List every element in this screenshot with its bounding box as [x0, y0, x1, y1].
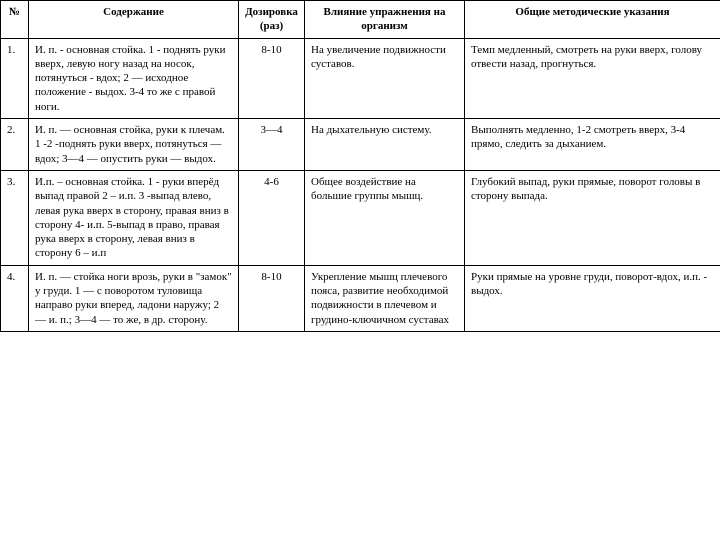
- exercise-table: № Содержание Дозировка (раз) Влияние упр…: [0, 0, 720, 332]
- table-row: 3. И.п. – основная стойка. 1 - руки впер…: [1, 170, 720, 265]
- table-row: 1. И. п. - основная стойка. 1 - поднять …: [1, 38, 720, 118]
- header-guide: Общие методические указания: [465, 1, 720, 39]
- header-dose: Дозировка (раз): [239, 1, 305, 39]
- cell-dose: 3—4: [239, 119, 305, 171]
- header-effect: Влияние упражнения на организм: [305, 1, 465, 39]
- cell-dose: 4-6: [239, 170, 305, 265]
- cell-guide: Руки прямые на уровне груди, поворот-вдо…: [465, 265, 720, 331]
- cell-guide: Выполнять медленно, 1-2 смотреть вверх, …: [465, 119, 720, 171]
- cell-num: 4.: [1, 265, 29, 331]
- cell-effect: Укрепление мышц плечевого пояса, развити…: [305, 265, 465, 331]
- table-row: 2. И. п. — основная стойка, руки к плеча…: [1, 119, 720, 171]
- cell-dose: 8-10: [239, 265, 305, 331]
- header-row: № Содержание Дозировка (раз) Влияние упр…: [1, 1, 720, 39]
- cell-content: И. п. — стойка ноги врозь, руки в "замок…: [29, 265, 239, 331]
- cell-content: И. п. — основная стойка, руки к плечам. …: [29, 119, 239, 171]
- cell-effect: Общее воздействие на большие группы мышц…: [305, 170, 465, 265]
- cell-num: 1.: [1, 38, 29, 118]
- cell-dose: 8-10: [239, 38, 305, 118]
- cell-guide: Темп медленный, смотреть на руки вверх, …: [465, 38, 720, 118]
- cell-content: И.п. – основная стойка. 1 - руки вперёд …: [29, 170, 239, 265]
- header-content: Содержание: [29, 1, 239, 39]
- cell-effect: На увеличение подвижности суставов.: [305, 38, 465, 118]
- cell-num: 3.: [1, 170, 29, 265]
- header-num: №: [1, 1, 29, 39]
- cell-content: И. п. - основная стойка. 1 - поднять рук…: [29, 38, 239, 118]
- cell-effect: На дыхательную систему.: [305, 119, 465, 171]
- table-row: 4. И. п. — стойка ноги врозь, руки в "за…: [1, 265, 720, 331]
- cell-num: 2.: [1, 119, 29, 171]
- cell-guide: Глубокий выпад, руки прямые, поворот гол…: [465, 170, 720, 265]
